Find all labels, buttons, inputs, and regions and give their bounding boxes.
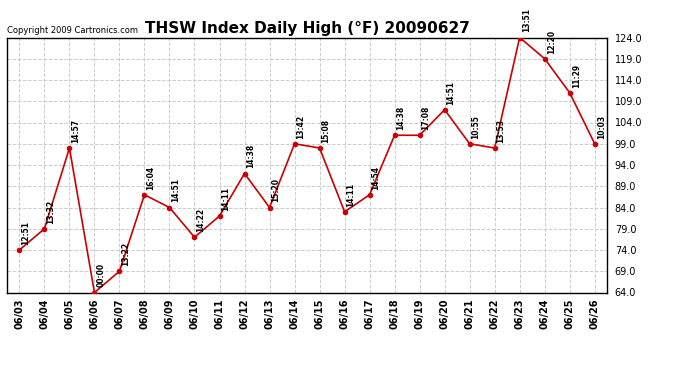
Text: 15:08: 15:08 (322, 119, 331, 143)
Title: THSW Index Daily High (°F) 20090627: THSW Index Daily High (°F) 20090627 (145, 21, 469, 36)
Text: Copyright 2009 Cartronics.com: Copyright 2009 Cartronics.com (7, 26, 138, 35)
Text: 14:38: 14:38 (397, 106, 406, 130)
Text: 12:51: 12:51 (21, 221, 30, 245)
Text: 12:20: 12:20 (546, 30, 555, 54)
Text: 14:38: 14:38 (246, 144, 255, 168)
Text: 10:03: 10:03 (597, 114, 606, 139)
Text: 16:04: 16:04 (146, 165, 155, 190)
Text: 13:22: 13:22 (121, 242, 130, 266)
Text: 11:29: 11:29 (572, 63, 581, 88)
Text: 13:32: 13:32 (46, 200, 55, 223)
Text: 10:55: 10:55 (472, 115, 481, 139)
Text: 14:11: 14:11 (346, 183, 355, 207)
Text: 14:54: 14:54 (372, 166, 381, 190)
Text: 13:42: 13:42 (297, 114, 306, 139)
Text: 14:51: 14:51 (172, 178, 181, 203)
Text: 14:51: 14:51 (446, 81, 455, 105)
Text: 14:57: 14:57 (72, 119, 81, 143)
Text: 13:53: 13:53 (497, 119, 506, 143)
Text: 00:00: 00:00 (97, 263, 106, 287)
Text: 17:08: 17:08 (422, 106, 431, 130)
Text: 14:22: 14:22 (197, 208, 206, 232)
Text: 15:20: 15:20 (272, 178, 281, 203)
Text: 13:51: 13:51 (522, 8, 531, 32)
Text: 14:11: 14:11 (221, 187, 230, 211)
